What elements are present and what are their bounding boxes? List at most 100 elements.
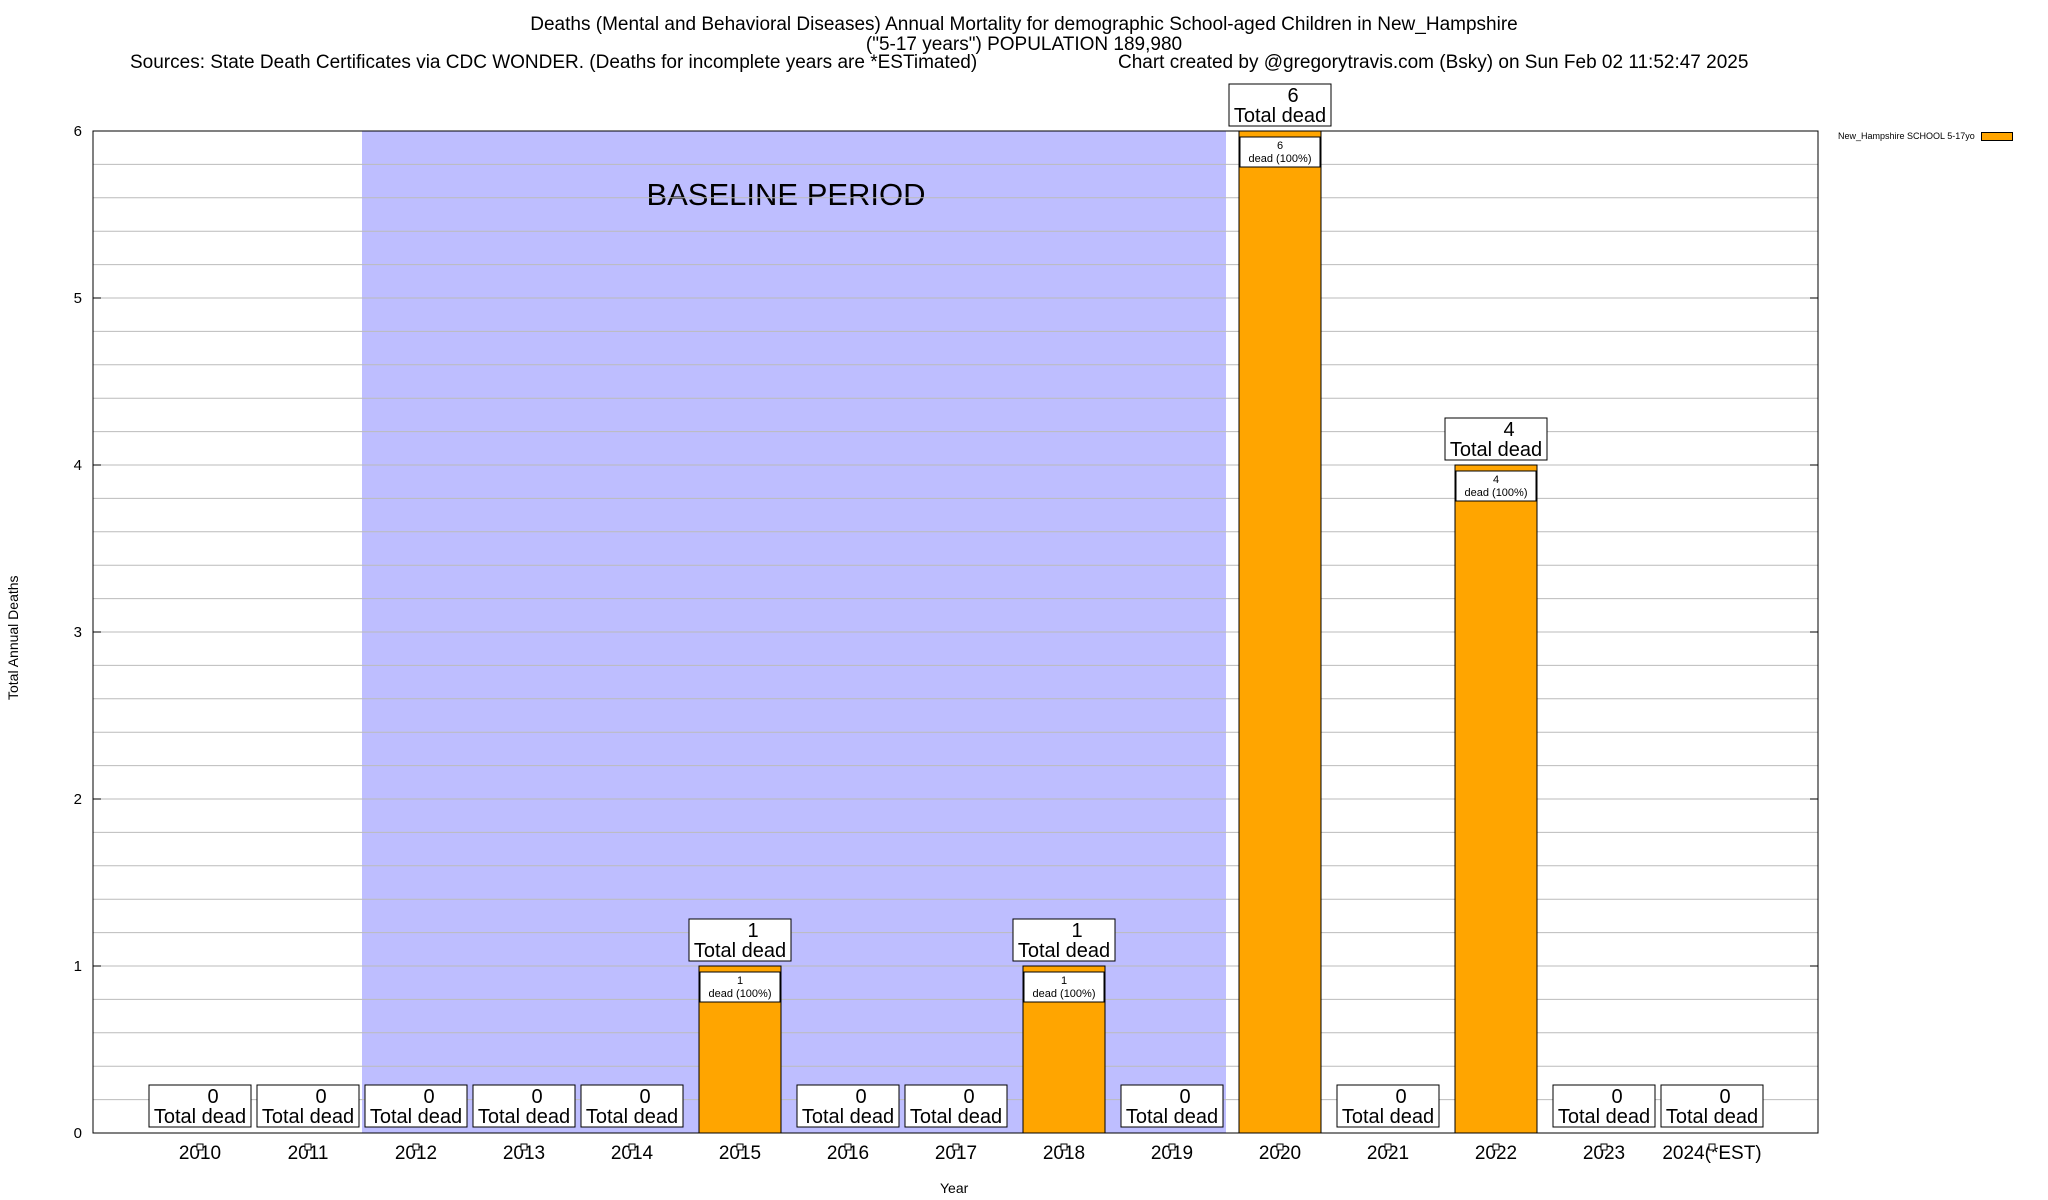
- total-label-box: [688, 918, 792, 962]
- total-label-box: [148, 1084, 252, 1128]
- bar-inner-value: 6: [1277, 140, 1283, 152]
- total-label: Total dead: [586, 1106, 678, 1128]
- bar-inner-label-box: [699, 971, 781, 1003]
- x-tick-marker: [1600, 1143, 1608, 1151]
- total-label-box: [580, 1084, 684, 1128]
- total-label-box: [1552, 1084, 1656, 1128]
- bar-inner-label: dead (100%): [709, 988, 772, 1000]
- total-value: 0: [423, 1086, 434, 1108]
- x-tick-label: 2020: [1259, 1143, 1301, 1164]
- x-tick-marker: [736, 1143, 744, 1151]
- legend-label: New_Hampshire SCHOOL 5-17yo: [1838, 131, 1975, 141]
- x-tick-label: 2019: [1151, 1143, 1193, 1164]
- sources-note: Sources: State Death Certificates via CD…: [130, 52, 978, 73]
- total-value: 0: [1611, 1086, 1622, 1108]
- chart-title: Deaths (Mental and Behavioral Diseases) …: [530, 14, 1518, 35]
- bar-inner-label-box: [1455, 470, 1537, 502]
- bar-inner-label: dead (100%): [1033, 988, 1096, 1000]
- x-tick-label: 2010: [179, 1143, 221, 1164]
- total-label: Total dead: [370, 1106, 462, 1128]
- x-tick-marker: [628, 1143, 636, 1151]
- total-label: Total dead: [1234, 105, 1326, 127]
- total-label-box: [1012, 918, 1116, 962]
- chart-subtitle: ("5-17 years") POPULATION 189,980: [865, 34, 1183, 55]
- x-tick-marker: [412, 1143, 420, 1151]
- total-label: Total dead: [694, 940, 786, 962]
- bar: [1454, 464, 1538, 1134]
- total-label: Total dead: [1558, 1106, 1650, 1128]
- x-tick-marker: [1384, 1143, 1392, 1151]
- total-label-box: [364, 1084, 468, 1128]
- y-tick-label: 2: [74, 791, 82, 808]
- x-tick-marker: [1168, 1143, 1176, 1151]
- y-axis-label: Total Annual Deaths: [5, 575, 21, 700]
- bar-inner-label: dead (100%): [1465, 487, 1528, 499]
- total-label-box: [1228, 83, 1332, 127]
- x-tick-label: 2017: [935, 1143, 977, 1164]
- total-label: Total dead: [154, 1106, 246, 1128]
- total-label-box: [1120, 1084, 1224, 1128]
- x-tick-marker: [304, 1143, 312, 1151]
- x-tick-label: 2022: [1475, 1143, 1517, 1164]
- total-value: 6: [1287, 85, 1298, 107]
- y-tick-label: 5: [74, 290, 82, 307]
- bar-inner-label-box: [1239, 136, 1321, 168]
- legend: New_Hampshire SCHOOL 5-17yo: [1838, 131, 2013, 141]
- total-value: 0: [207, 1086, 218, 1108]
- total-label-box: [472, 1084, 576, 1128]
- x-tick-label: 2021: [1367, 1143, 1409, 1164]
- total-value: 0: [855, 1086, 866, 1108]
- legend-swatch: [1980, 131, 2013, 141]
- x-tick-marker: [520, 1143, 528, 1151]
- x-tick-marker: [1708, 1143, 1716, 1151]
- x-tick-label: 2011: [288, 1143, 329, 1164]
- x-tick-marker: [196, 1143, 204, 1151]
- total-label-box: [1444, 417, 1548, 461]
- x-tick-label: 2016: [827, 1143, 869, 1164]
- x-tick-marker: [1492, 1143, 1500, 1151]
- total-label: Total dead: [1666, 1106, 1758, 1128]
- x-tick-label: 2014: [611, 1143, 654, 1164]
- x-tick-marker: [952, 1143, 960, 1151]
- bar-inner-value: 4: [1493, 474, 1499, 486]
- bar-inner-label: dead (100%): [1249, 153, 1312, 165]
- total-label: Total dead: [1018, 940, 1110, 962]
- total-value: 0: [1179, 1086, 1190, 1108]
- total-label-box: [1660, 1084, 1764, 1128]
- total-value: 0: [963, 1086, 974, 1108]
- bar-inner-value: 1: [737, 975, 743, 987]
- total-label: Total dead: [1342, 1106, 1434, 1128]
- total-label: Total dead: [802, 1106, 894, 1128]
- y-tick-label: 6: [74, 123, 82, 140]
- total-value: 1: [1071, 920, 1082, 942]
- y-tick-label: 3: [74, 624, 82, 641]
- total-value: 0: [531, 1086, 542, 1108]
- credit-note: Chart created by @gregorytravis.com (Bsk…: [1118, 52, 1749, 73]
- x-tick-label: 2018: [1043, 1143, 1085, 1164]
- x-tick-label: 2023: [1583, 1143, 1625, 1164]
- x-tick-marker: [844, 1143, 852, 1151]
- y-tick-label: 0: [74, 1125, 82, 1142]
- x-tick-label: 2024(*EST): [1662, 1143, 1761, 1164]
- baseline-label: BASELINE PERIOD: [646, 177, 925, 212]
- total-value: 4: [1503, 419, 1514, 441]
- total-label: Total dead: [1450, 439, 1542, 461]
- bar-inner-value: 1: [1061, 975, 1067, 987]
- x-tick-marker: [1060, 1143, 1068, 1151]
- total-label: Total dead: [262, 1106, 354, 1128]
- total-value: 0: [1395, 1086, 1406, 1108]
- x-tick-label: 2012: [395, 1143, 437, 1164]
- total-label: Total dead: [478, 1106, 570, 1128]
- total-value: 0: [1719, 1086, 1730, 1108]
- total-value: 0: [315, 1086, 326, 1108]
- total-label-box: [1336, 1084, 1440, 1128]
- total-label: Total dead: [910, 1106, 1002, 1128]
- y-tick-label: 4: [74, 457, 82, 474]
- x-tick-label: 2015: [719, 1143, 761, 1164]
- x-axis-label: Year: [940, 1180, 969, 1196]
- total-value: 0: [639, 1086, 650, 1108]
- bar-inner-label-box: [1023, 971, 1105, 1003]
- bar: [1238, 130, 1322, 1134]
- y-tick-label: 1: [74, 958, 82, 975]
